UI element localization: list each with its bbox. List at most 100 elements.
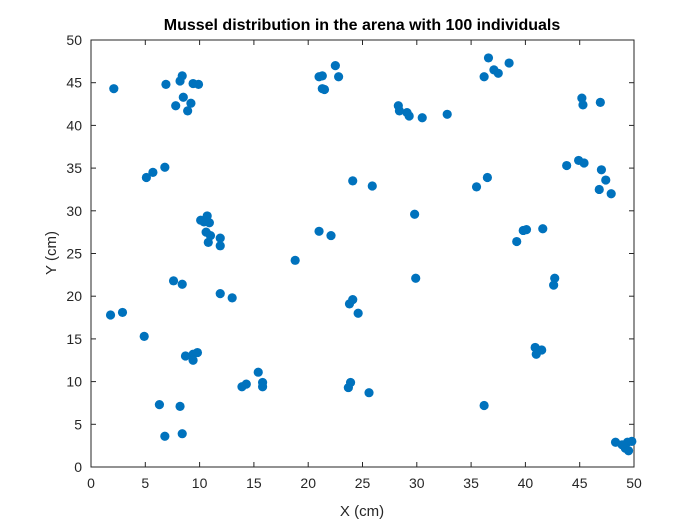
data-point	[334, 72, 344, 82]
x-tick-label: 0	[87, 475, 95, 491]
data-point	[623, 446, 634, 456]
data-point	[177, 429, 187, 439]
x-tick-label: 35	[463, 475, 479, 491]
data-point	[160, 431, 170, 441]
data-point	[117, 307, 128, 318]
x-tick-label: 45	[572, 475, 588, 491]
data-point	[141, 172, 151, 183]
data-point	[168, 276, 179, 286]
x-tick-label: 5	[141, 475, 149, 491]
x-tick-label: 15	[246, 475, 262, 491]
data-point	[148, 167, 158, 177]
data-point	[343, 382, 353, 393]
chart-title: Mussel distribution in the arena with 10…	[164, 17, 561, 34]
data-point	[394, 106, 405, 116]
y-tick-label: 30	[66, 203, 82, 219]
data-point	[317, 71, 327, 81]
y-tick-label: 20	[66, 288, 82, 304]
data-point	[493, 68, 503, 78]
y-tick-label: 40	[66, 117, 82, 133]
data-point	[188, 355, 198, 365]
y-tick-label: 5	[74, 416, 82, 432]
data-point	[227, 293, 237, 303]
data-point	[577, 93, 587, 103]
data-point	[521, 224, 532, 235]
data-point	[471, 182, 482, 192]
data-point	[109, 84, 119, 94]
data-point	[257, 382, 268, 392]
data-point	[479, 72, 489, 82]
data-point	[290, 255, 300, 265]
data-point	[171, 101, 181, 111]
data-point	[410, 209, 420, 219]
data-point	[364, 388, 374, 398]
data-point	[578, 100, 588, 110]
data-point	[178, 92, 188, 102]
data-point	[594, 184, 604, 195]
data-point	[483, 53, 494, 63]
data-point	[411, 273, 421, 283]
x-tick-label: 50	[626, 475, 642, 491]
data-point	[139, 331, 149, 341]
data-point	[404, 111, 414, 121]
data-points	[105, 53, 637, 456]
data-point	[215, 241, 225, 251]
data-point	[177, 71, 187, 81]
data-point	[237, 382, 247, 392]
data-point	[180, 351, 191, 361]
y-tick-label: 45	[66, 75, 82, 91]
axis-ticks: 0 5 10 15 20 25 30 35 40 45 50 0 5 10 15 20 25 30 35 40 45 50	[66, 32, 642, 491]
data-point	[504, 58, 514, 68]
data-point	[314, 226, 324, 236]
data-point	[512, 236, 522, 247]
data-point	[215, 233, 225, 243]
y-tick-label: 50	[66, 32, 82, 48]
data-point	[482, 172, 492, 183]
data-point	[627, 436, 637, 446]
data-point	[417, 113, 427, 123]
x-tick-label: 10	[192, 475, 208, 491]
data-point	[348, 176, 358, 186]
x-tick-label: 25	[355, 475, 371, 491]
x-tick-label: 40	[518, 475, 534, 491]
x-tick-label: 20	[300, 475, 316, 491]
data-point	[330, 61, 340, 71]
data-point	[442, 109, 452, 119]
data-point	[105, 310, 116, 320]
data-point	[319, 84, 330, 95]
y-tick-label: 0	[74, 459, 82, 475]
plot-area	[90, 39, 635, 468]
y-tick-label: 25	[66, 246, 82, 262]
data-point	[367, 181, 377, 191]
data-point	[215, 289, 225, 299]
x-axis-label: X (cm)	[340, 503, 384, 520]
data-point	[595, 97, 605, 107]
data-point	[562, 160, 572, 171]
data-point	[203, 237, 213, 247]
data-point	[193, 79, 204, 90]
y-tick-label: 35	[66, 160, 82, 176]
data-point	[479, 400, 489, 411]
y-tick-label: 15	[66, 331, 82, 347]
data-point	[344, 299, 355, 309]
data-point	[161, 79, 171, 90]
data-point	[353, 308, 363, 318]
data-point	[606, 189, 616, 199]
data-point	[175, 401, 185, 411]
data-point	[326, 230, 336, 241]
data-point	[601, 175, 611, 185]
data-point	[549, 280, 559, 290]
data-point	[550, 273, 560, 283]
data-point	[160, 162, 170, 172]
data-point	[186, 98, 196, 108]
data-point	[579, 158, 589, 168]
data-point	[537, 345, 547, 355]
data-point	[204, 218, 214, 228]
data-point	[192, 347, 203, 358]
data-point	[154, 400, 165, 410]
data-point	[253, 367, 263, 377]
data-point	[538, 224, 548, 234]
data-point	[177, 279, 187, 289]
data-point	[596, 165, 607, 175]
